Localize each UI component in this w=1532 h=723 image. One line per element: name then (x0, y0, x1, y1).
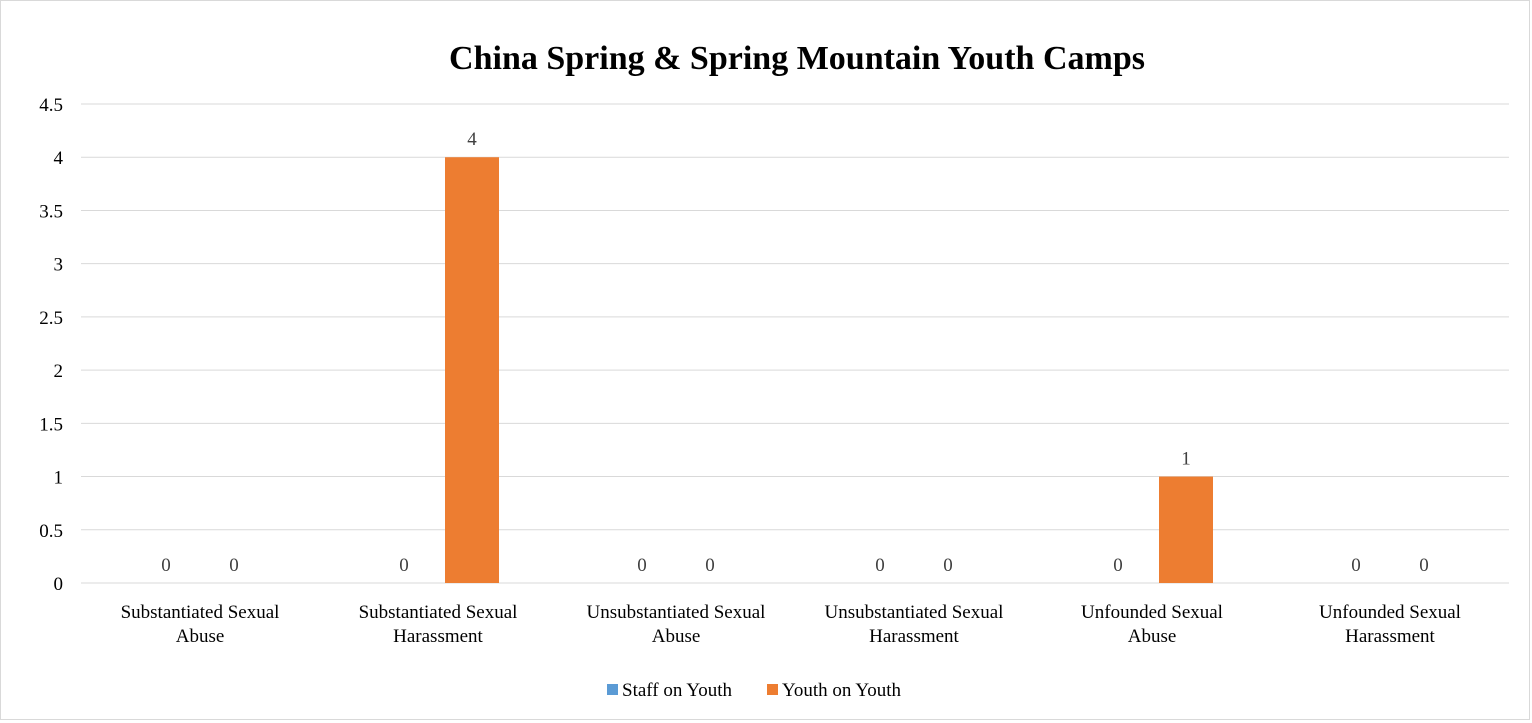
y-tick-label: 3.5 (39, 201, 63, 222)
x-category-label-line: Abuse (652, 626, 701, 647)
data-label: 0 (705, 555, 715, 576)
x-category-label-line: Unfounded Sexual (1081, 602, 1223, 623)
legend-swatch (607, 684, 618, 695)
bars (445, 157, 1213, 583)
legend-label: Staff on Youth (622, 680, 732, 701)
y-tick-label: 4.5 (39, 95, 63, 116)
x-category-label-line: Unsubstantiated Sexual (825, 602, 1004, 623)
data-label: 0 (943, 555, 953, 576)
x-category-label: Unsubstantiated Sexual Abuse (587, 602, 766, 647)
data-label: 0 (1419, 555, 1429, 576)
x-category-label: Substantiated Sexual Harassment (359, 602, 518, 647)
data-label: 0 (399, 555, 409, 576)
x-category-label-line: Abuse (176, 626, 225, 647)
x-category-label-line: Unsubstantiated Sexual (587, 602, 766, 623)
x-category-label-line: Substantiated Sexual (121, 602, 280, 623)
legend: Staff on Youth Youth on Youth (607, 680, 901, 701)
y-tick-label: 1.5 (39, 414, 63, 435)
data-labels: 0 0 0 0 0 0 0 4 0 0 1 0 (161, 129, 1429, 576)
x-category-label-line: Unfounded Sexual (1319, 602, 1461, 623)
x-category-label-line: Substantiated Sexual (359, 602, 518, 623)
data-label: 0 (161, 555, 171, 576)
bar-youth-on-youth (1159, 476, 1213, 583)
y-axis-tick-labels: 0 0.5 1 1.5 2 2.5 3 3.5 4 4.5 (39, 95, 63, 595)
x-category-label: Unfounded Sexual Abuse (1081, 602, 1223, 647)
y-tick-label: 1 (54, 468, 64, 489)
data-label: 1 (1181, 449, 1191, 470)
bar-youth-on-youth (445, 157, 499, 583)
y-tick-label: 4 (54, 148, 64, 169)
x-category-label-line: Harassment (1345, 626, 1435, 647)
data-label: 0 (229, 555, 239, 576)
data-label: 0 (1113, 555, 1123, 576)
x-category-label-line: Abuse (1128, 626, 1177, 647)
x-category-label: Unsubstantiated Sexual Harassment (825, 602, 1004, 647)
data-label: 0 (637, 555, 647, 576)
chart-title: China Spring & Spring Mountain Youth Cam… (449, 40, 1145, 77)
x-category-label: Unfounded Sexual Harassment (1319, 602, 1461, 647)
x-category-label: Substantiated Sexual Abuse (121, 602, 280, 647)
x-category-label-line: Harassment (393, 626, 483, 647)
y-tick-label: 3 (54, 255, 64, 276)
y-tick-label: 0.5 (39, 521, 63, 542)
x-category-label-line: Harassment (869, 626, 959, 647)
data-label: 0 (1351, 555, 1361, 576)
y-tick-label: 2.5 (39, 308, 63, 329)
legend-swatch (767, 684, 778, 695)
legend-label: Youth on Youth (782, 680, 901, 701)
data-label: 4 (467, 129, 477, 150)
y-tick-label: 0 (54, 574, 64, 595)
data-label: 0 (875, 555, 885, 576)
gridlines (81, 103, 1509, 584)
y-tick-label: 2 (54, 361, 64, 382)
